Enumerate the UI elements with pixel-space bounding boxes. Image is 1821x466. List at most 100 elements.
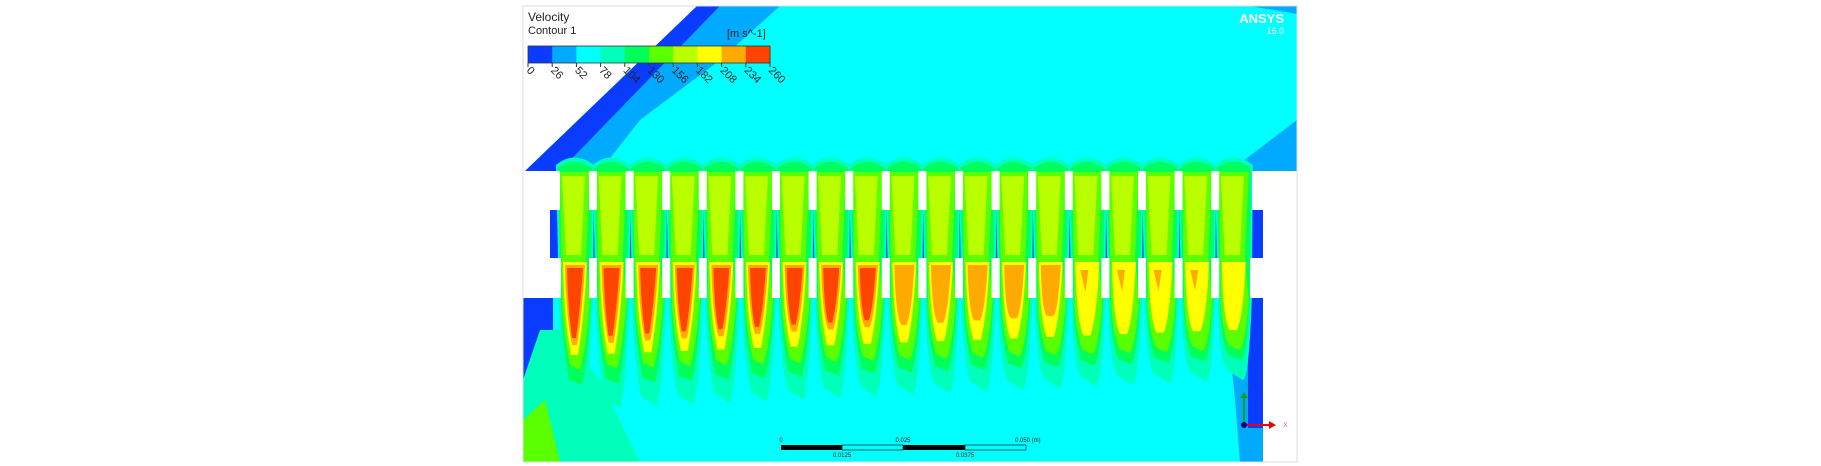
jet-layer [1184,176,1208,255]
jet-layer [964,176,988,255]
blade-lower [955,258,963,298]
blade-lower [881,258,890,298]
jet [1105,157,1143,385]
blade-lower [772,258,780,298]
jet-layer [1221,262,1246,330]
jet [958,157,997,392]
blade-upper [1064,171,1073,210]
blade-lower [1101,258,1110,298]
jet-layer [1037,176,1061,255]
blade-lower [698,258,707,298]
jet-layer [928,176,951,255]
blade-lower [1174,258,1183,298]
blade-upper [698,171,707,210]
colorbar-swatch [552,46,577,63]
bottom-left-plume-core [523,400,560,462]
corner-band [1250,6,1297,14]
jet-layer [745,176,768,255]
blade-upper [1211,171,1220,210]
scale-seg [781,445,842,450]
blade-lower [1211,258,1220,298]
colorbar-swatch [624,46,650,63]
x-axis-label: X [1283,422,1288,429]
jet-core [1007,270,1016,294]
scale-label: 0.0125 [833,453,852,459]
legend-title: Velocity [528,10,569,24]
blade-upper [918,171,927,210]
jet-core [897,270,906,295]
blade-upper [772,171,780,210]
blade-group [589,171,1220,298]
blade-upper [991,171,1000,210]
jet [775,157,814,400]
blade-upper [1138,171,1146,210]
colorbar-swatch [721,46,747,63]
scale-seg [964,444,1027,451]
solid-block [1252,171,1297,210]
jet-layer [1185,262,1210,332]
solid-block [523,210,550,258]
blade-lower [735,258,744,298]
blade-upper [808,171,817,210]
blade-lower [1138,258,1146,298]
jet-layer [818,176,842,255]
colorbar-swatch [649,46,674,63]
scale-label: 0.025 [895,438,911,444]
lower-right-wall [1248,298,1263,428]
ansys-version: 16.0 [1266,26,1284,36]
jet-layer [781,176,805,255]
jet-layer [1111,176,1134,255]
jet [1068,157,1107,387]
jet-group [556,157,1253,410]
scale-label: 0.0375 [956,453,975,459]
jet-core [859,268,876,321]
solid-block [1250,258,1297,298]
colorbar-swatch [576,46,602,63]
colorbar-swatch [697,46,723,63]
blade-lower [808,258,817,298]
legend-units: [m s^-1] [727,28,766,40]
blade-lower [1064,258,1073,298]
jet-core [823,268,840,323]
jet [1214,157,1253,380]
corner-band-right [1230,120,1297,171]
jet [739,157,777,402]
blade-upper [955,171,963,210]
jet [922,157,960,394]
jet [1031,157,1070,389]
blade-upper [845,171,854,210]
jet-layer [635,176,659,255]
colorbar-swatch [745,46,771,63]
jet-core [934,270,942,295]
jet-layer [562,176,585,255]
blade-lower [1028,258,1037,298]
blade-upper [662,171,671,210]
solid-block [523,258,561,298]
jet-layer [891,176,915,255]
jet [848,157,887,397]
scale-label: 0 [779,438,783,444]
legend-subtitle: Contour 1 [528,25,576,37]
colorbar-swatch [673,46,698,63]
x-arrowhead [1269,421,1276,429]
scale-seg [841,444,904,451]
jet [665,157,704,405]
jet-core [1117,270,1125,292]
blade-upper [589,171,597,210]
jet [629,157,668,407]
blade-upper [1101,171,1110,210]
blade-upper [735,171,744,210]
ansys-logo: ANSYS [1239,11,1284,26]
jet [592,157,631,409]
jet-layer [854,176,878,255]
jet-core [567,268,583,338]
y-arrowhead [1240,392,1248,398]
jet-layer [598,176,622,255]
colorbar-swatch [528,46,553,63]
axis-triad: X Y [1240,384,1288,429]
plot-border [522,5,1298,463]
jet-core [1153,270,1162,292]
jet-layer [1074,176,1098,255]
scale-bar: 0 0.025 0.050 (m) 0.0125 0.0375 [779,438,1040,459]
blade-upper [1174,171,1183,210]
